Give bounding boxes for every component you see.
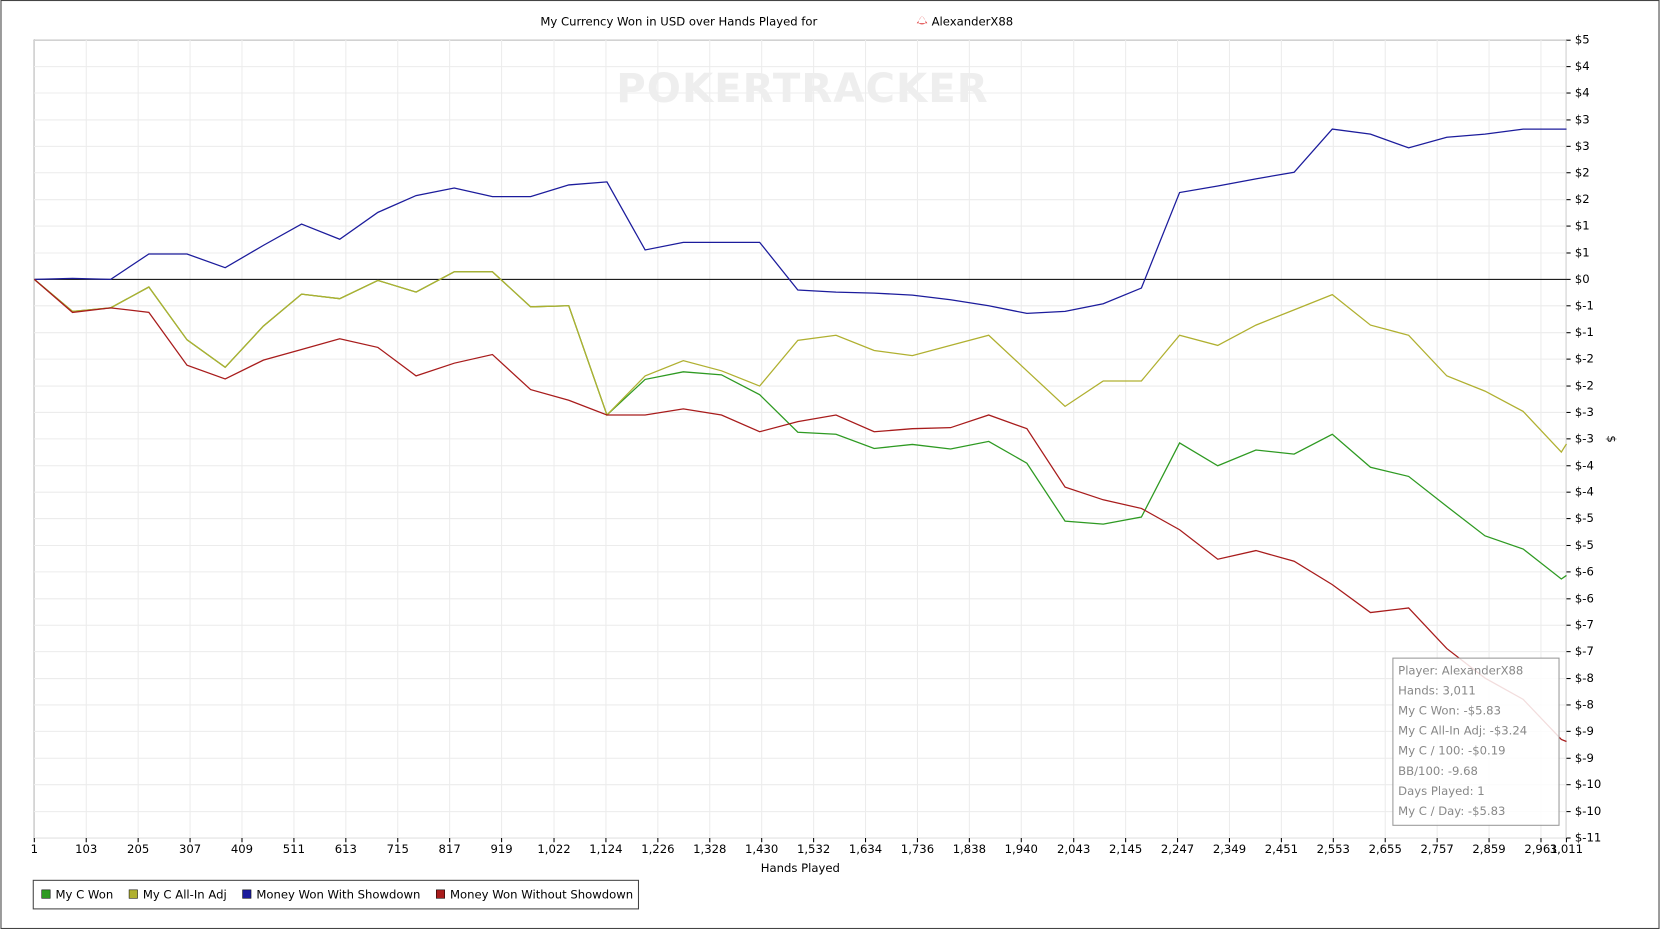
y-tick-label: $-8 [1575,697,1594,711]
x-tick-label: 1,430 [745,842,778,856]
y-tick-label: $0 [1575,272,1590,286]
legend-swatch [41,889,51,899]
x-tick-label: 1,838 [953,842,986,856]
y-tick-label: $-1 [1575,298,1594,312]
x-tick-label: 2,757 [1421,842,1454,856]
watermark: POKERTRACKER [616,66,989,112]
y-tick-label: $-4 [1575,485,1594,499]
series-line [33,278,1567,743]
y-tick-label: $-2 [1575,352,1594,366]
y-tick-label: $-3 [1575,431,1594,445]
y-tick-label: $-1 [1575,325,1594,339]
x-tick-label: 1 [31,842,38,856]
x-axis-label: Hands Played [761,861,840,875]
tooltip-line: My C Won: -$5.83 [1398,704,1501,718]
tooltip-line: My C / 100: -$0.19 [1398,744,1505,758]
y-tick-label: $-11 [1575,831,1601,845]
x-tick-label: 511 [283,842,305,856]
y-tick-label: $-6 [1575,564,1594,578]
x-tick-label: 817 [439,842,461,856]
tooltip-line: BB/100: -9.68 [1398,764,1478,778]
y-tick-label: $-9 [1575,724,1594,738]
legend-items: My C Won My C All-In Adj Money Won With Sh… [41,888,633,902]
tooltip-line: Days Played: 1 [1398,784,1485,798]
y-tick-label: $-2 [1575,379,1594,393]
x-tick-label: 2,655 [1369,842,1402,856]
x-tick-label: 919 [490,842,512,856]
x-tick-label: 1,124 [589,842,622,856]
x-tick-label: 2,145 [1109,842,1142,856]
x-tick-label: 2,451 [1265,842,1298,856]
legend-swatch [242,889,252,899]
y-tick-label: $-3 [1575,405,1594,419]
tooltip-line: My C / Day: -$5.83 [1398,804,1505,818]
tooltip: Player: AlexanderX88 Hands: 3,011 My C Won… [1392,657,1560,826]
legend-label: Money Won With Showdown [256,888,420,902]
y-tick-label: $-5 [1575,511,1594,525]
y-tick-label: $-8 [1575,671,1594,685]
legend-label: Money Won Without Showdown [450,888,633,902]
x-tick-label: 715 [387,842,409,856]
series-line [34,128,1567,315]
tooltip-line: My C All-In Adj: -$3.24 [1398,724,1527,738]
y-tick-label: $-9 [1575,751,1594,765]
y-tick-label: $-7 [1575,644,1594,658]
x-tick-label: 2,859 [1472,842,1505,856]
y-tick-label: $4 [1575,59,1590,73]
y-tick-label: $-4 [1575,458,1594,472]
x-tick-label: 1,226 [641,842,674,856]
tooltip-line: Hands: 3,011 [1398,683,1476,697]
chart-title: My Currency Won in USD over Hands Played… [540,15,817,29]
y-tick-label: $-10 [1575,804,1601,818]
x-tick-label: 1,022 [537,842,570,856]
x-tick-label: 409 [231,842,253,856]
y-tick-label: $3 [1575,139,1590,153]
x-tick-label: 1,736 [901,842,934,856]
tooltip-line: Player: AlexanderX88 [1398,663,1523,677]
x-tick-label: 1,532 [797,842,830,856]
y-tick-label: $1 [1575,245,1590,259]
x-tick-label: 2,043 [1057,842,1090,856]
x-tick-label: 2,349 [1213,842,1246,856]
x-tick-label: 1,328 [693,842,726,856]
player-name: AlexanderX88 [932,15,1014,29]
legend-swatch [435,889,445,899]
y-tick-label: $-5 [1575,538,1594,552]
x-tick-label: 205 [127,842,149,856]
series-line [33,271,1567,454]
y-tick-label: $5 [1575,33,1590,47]
y-tick-label: $-7 [1575,618,1594,632]
y-tick-label: $3 [1575,112,1590,126]
legend-label: My C All-In Adj [143,888,227,902]
x-tick-label: 1,940 [1005,842,1038,856]
y-tick-label: $2 [1575,192,1590,206]
y-tick-label: $-6 [1575,591,1594,605]
x-tick-label: 2,247 [1161,842,1194,856]
lines [33,128,1567,743]
x-tick-label: 2,553 [1317,842,1350,856]
y-axis-label: $ [1604,435,1618,442]
x-tick-label: 613 [335,842,357,856]
x-tick-label: 307 [179,842,201,856]
x-tick-label: 2,961 [1524,842,1557,856]
y-tick-label: $4 [1575,86,1590,100]
x-tick-label: 1,634 [849,842,882,856]
y-tick-label: $2 [1575,165,1590,179]
legend-swatch [128,889,138,899]
x-tick-label: 3,011 [1550,842,1583,856]
y-tick-label: $1 [1575,219,1590,233]
y-tick-label: $-10 [1575,777,1601,791]
legend-label: My C Won [55,888,113,902]
x-tick-label: 103 [75,842,97,856]
